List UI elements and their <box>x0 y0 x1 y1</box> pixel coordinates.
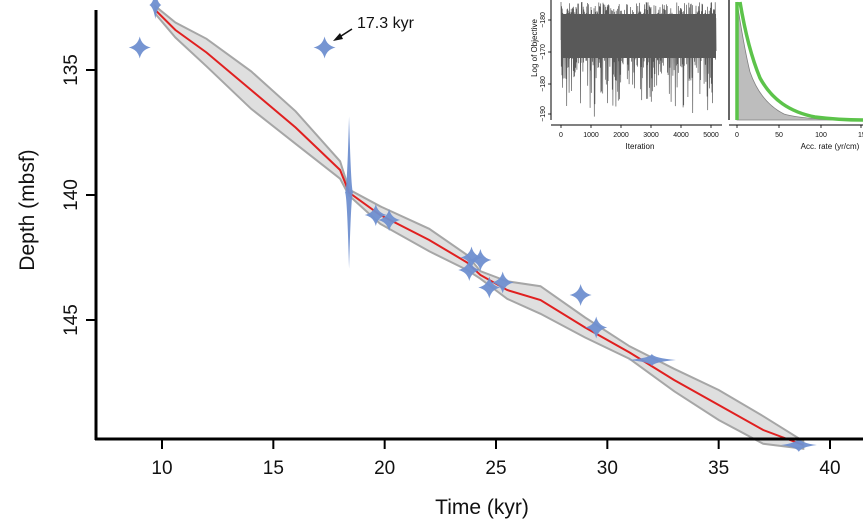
inset-trace-y-title: Log of Objective <box>530 19 539 77</box>
inset-trace-xtick-label: 4000 <box>673 132 689 139</box>
inset-accrate-xtick-label: 0 <box>735 132 739 139</box>
y-axis-title: Depth (mbsf) <box>16 149 39 270</box>
dated-sample <box>585 316 608 339</box>
dated-sample <box>460 246 483 269</box>
y-ticks: 135 140 145 <box>61 54 96 336</box>
y-tick-label: 145 <box>61 304 82 336</box>
x-tick-label: 15 <box>263 458 284 479</box>
dated-sample <box>627 354 676 366</box>
inset-trace-xtick-label: 3000 <box>643 132 659 139</box>
inset-trace-ytick-label: −170 <box>540 44 547 60</box>
x-tick-label: 35 <box>708 458 729 479</box>
inset-accrate-xtick-label: 50 <box>775 132 783 139</box>
dated-sample <box>478 276 501 299</box>
inset-trace-ytick-label: −190 <box>540 106 547 122</box>
x-ticks: 10 15 20 25 30 35 40 <box>151 440 841 479</box>
dated-sample <box>364 204 387 226</box>
dated-sample <box>313 36 336 59</box>
x-tick-label: 40 <box>819 458 840 479</box>
inset-trace-xtick-label: 1000 <box>583 132 599 139</box>
inset-accrate-xtick-label: 15 <box>858 132 863 139</box>
age-annotation: 17.3 kyr <box>333 15 415 41</box>
dated-sample <box>491 271 514 294</box>
inset-accrate-x-title: Acc. rate (yr/cm) <box>801 142 860 151</box>
dated-sample <box>149 0 162 19</box>
inset-trace-x-title: Iteration <box>626 142 655 151</box>
dated-samples-layer <box>128 0 817 452</box>
median-age-line-layer <box>154 9 804 446</box>
y-tick-label: 140 <box>61 179 82 211</box>
dated-sample <box>469 249 492 271</box>
annotation-label: 17.3 kyr <box>357 15 415 32</box>
x-tick-label: 10 <box>151 458 172 479</box>
inset-trace-xtick-label: 0 <box>559 132 563 139</box>
annotation-arrow-head <box>333 33 343 41</box>
inset-trace-plot: 0 1000 2000 3000 4000 5000 −190 −180 −17… <box>516 0 728 160</box>
trace-dense-band <box>561 14 716 58</box>
inset-accrate-xtick-label: 100 <box>815 132 827 139</box>
median-age-line <box>154 9 804 446</box>
inset-trace-y-ticks: −190 −180 −170 −180 <box>540 12 551 122</box>
inset-trace-xtick-label: 5000 <box>703 132 719 139</box>
x-tick-label: 30 <box>597 458 618 479</box>
x-tick-label: 25 <box>485 458 506 479</box>
inset-trace-xtick-label: 2000 <box>613 132 629 139</box>
trace-series <box>560 1 717 117</box>
dated-sample <box>345 116 354 269</box>
dated-sample <box>128 36 151 59</box>
prior-density-line <box>735 1 863 122</box>
x-tick-label: 20 <box>374 458 395 479</box>
x-axis-title: Time (kyr) <box>435 496 529 519</box>
dated-sample <box>378 209 401 231</box>
uncertainty-envelope-layer <box>154 4 805 450</box>
dated-sample <box>569 284 592 306</box>
inset-trace-x-ticks: 0 1000 2000 3000 4000 5000 <box>559 125 719 139</box>
dated-sample <box>458 259 481 281</box>
dated-sample <box>780 438 817 452</box>
inset-trace-ytick-label: −180 <box>540 12 547 28</box>
inset-accrate-plot: 0 50 100 15 Acc. rate (yr/cm) <box>728 0 863 160</box>
inset-trace-ytick-label: −180 <box>540 76 547 92</box>
y-tick-label: 135 <box>61 54 82 86</box>
uncertainty-envelope <box>154 4 805 450</box>
main-axes <box>94 10 863 441</box>
